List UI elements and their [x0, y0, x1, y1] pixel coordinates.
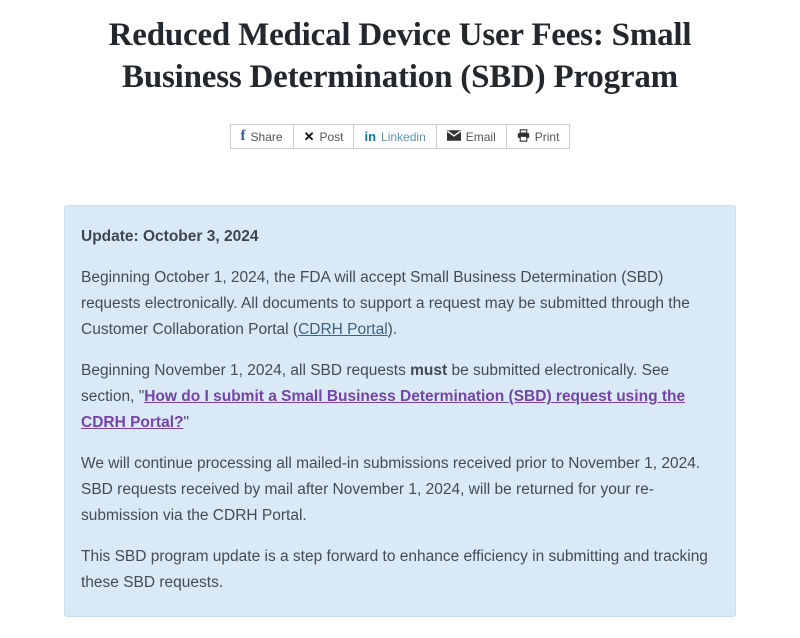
- update-paragraph-2: Beginning November 1, 2024, all SBD requ…: [81, 358, 719, 436]
- print-button[interactable]: Print: [505, 124, 571, 149]
- x-icon: ✕: [303, 129, 315, 144]
- print-label: Print: [534, 129, 560, 144]
- update-paragraph-4: This SBD program update is a step forwar…: [81, 548, 708, 591]
- share-facebook-label: Share: [250, 129, 283, 144]
- page: Reduced Medical Device User Fees: Small …: [0, 14, 800, 638]
- cdrh-portal-link[interactable]: CDRH Portal: [298, 321, 388, 338]
- page-title-line-2: Business Determination (SBD) Program: [122, 59, 678, 95]
- paragraph-2-text: Beginning November 1, 2024, all SBD requ…: [81, 362, 411, 379]
- print-icon: [517, 128, 530, 145]
- paragraph-2-bold-must: must: [410, 362, 448, 379]
- update-paragraph-1: Beginning October 1, 2024, the FDA will …: [81, 265, 719, 343]
- page-title: Reduced Medical Device User Fees: Small …: [0, 14, 800, 98]
- page-title-line-1: Reduced Medical Device User Fees: Small: [108, 17, 692, 53]
- how-to-submit-sbd-link[interactable]: How do I submit a Small Business Determi…: [81, 388, 686, 431]
- facebook-icon: f: [240, 128, 246, 144]
- update-notice-box: Update: October 3, 2024 Beginning Octobe…: [64, 205, 736, 617]
- email-label: Email: [465, 129, 496, 144]
- linkedin-icon: in: [364, 129, 377, 144]
- email-button[interactable]: Email: [435, 124, 507, 149]
- share-button-bar: f Share ✕ Post in Linkedin Email: [0, 124, 800, 149]
- share-facebook-button[interactable]: f Share: [229, 124, 294, 149]
- paragraph-2-text-after: ": [183, 414, 189, 431]
- post-x-button[interactable]: ✕ Post: [292, 124, 355, 149]
- linkedin-button[interactable]: in Linkedin: [353, 124, 437, 149]
- linkedin-label: Linkedin: [381, 129, 426, 144]
- update-box-heading: Update: October 3, 2024: [81, 228, 259, 245]
- email-icon: [446, 129, 461, 144]
- update-paragraph-3: We will continue processing all mailed-i…: [81, 455, 701, 524]
- paragraph-2-text-middle: be submitted electronically. See section…: [81, 362, 670, 405]
- paragraph-1-text: Beginning October 1, 2024, the FDA will …: [81, 269, 690, 338]
- post-x-label: Post: [319, 129, 344, 144]
- paragraph-1-text-after: ).: [387, 321, 398, 338]
